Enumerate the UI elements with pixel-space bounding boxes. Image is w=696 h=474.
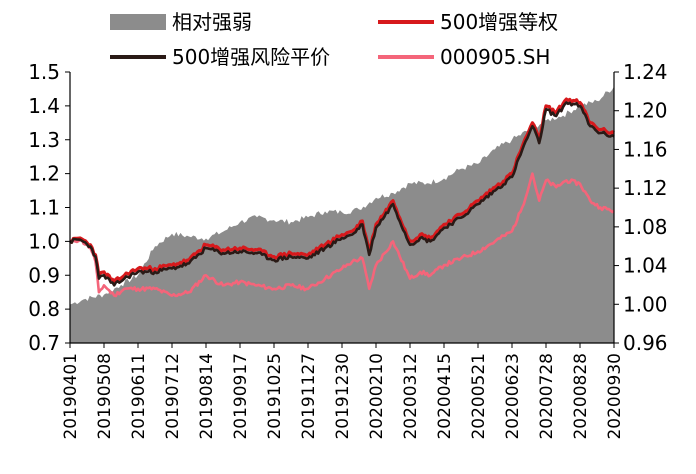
legend: 相对强弱 500增强等权 500增强风险平价 000905.SH [110, 10, 558, 69]
legend-label-rp: 500增强风险平价 [172, 45, 330, 69]
axes: 0.7 0.8 0.9 1.0 1.1 1.2 1.3 1.4 1.5 0.96 1.00 1.04 1… [28, 60, 667, 440]
series-area-rel [70, 86, 614, 343]
x-tick-label: 20200521 [469, 353, 489, 440]
y-right-tick-label: 1.04 [623, 254, 668, 278]
legend-label-idx: 000905.SH [440, 45, 550, 69]
x-tick-label: 20190712 [163, 353, 183, 440]
x-tick-label: 20200623 [503, 353, 523, 440]
y-left-tick-label: 1.5 [28, 60, 60, 84]
x-tick-label: 20200210 [367, 353, 387, 440]
x-tick-label: 20200312 [401, 353, 421, 440]
x-tick-label: 20191127 [299, 353, 319, 440]
y-right-tick-label: 1.00 [623, 292, 668, 316]
y-left-tick-label: 1.1 [28, 196, 60, 220]
x-tick-label: 20200828 [571, 353, 591, 440]
y-right-tick-label: 1.08 [623, 215, 668, 239]
y-right-tick-label: 1.20 [623, 99, 668, 123]
x-tick-label: 20190508 [95, 353, 115, 440]
x-tick-label: 20190814 [197, 353, 217, 440]
legend-label-eq: 500增强等权 [440, 10, 558, 34]
x-tick-label: 20191230 [333, 353, 353, 440]
legend-label-rel: 相对强弱 [172, 10, 252, 34]
x-tick-label: 20191025 [265, 353, 285, 440]
y-left-tick-label: 1.0 [28, 229, 60, 253]
x-tick-label: 20190611 [129, 353, 149, 440]
series-line-rp [69, 101, 615, 287]
x-tick-label: 20190917 [231, 353, 251, 440]
y-right-tick-label: 1.24 [623, 60, 668, 84]
y-left-tick-label: 1.3 [28, 128, 60, 152]
x-tick-label: 20200930 [605, 353, 625, 440]
y-left-tick-label: 0.9 [28, 263, 60, 287]
y-left-tick-label: 0.7 [28, 331, 60, 355]
x-tick-label: 20190401 [61, 353, 81, 440]
y-left-tick-label: 1.2 [28, 162, 60, 186]
series-line-idx [69, 172, 615, 298]
y-left-tick-label: 1.4 [28, 94, 60, 118]
y-right-tick-label: 0.96 [623, 331, 668, 355]
y-right-tick-label: 1.12 [623, 176, 668, 200]
x-tick-label: 20200728 [537, 353, 557, 440]
y-left-tick-label: 0.8 [28, 297, 60, 321]
y-right-tick-label: 1.16 [623, 137, 668, 161]
plot-area [69, 86, 615, 343]
x-tick-label: 20200415 [435, 353, 455, 440]
legend-swatch-rel [110, 14, 166, 30]
